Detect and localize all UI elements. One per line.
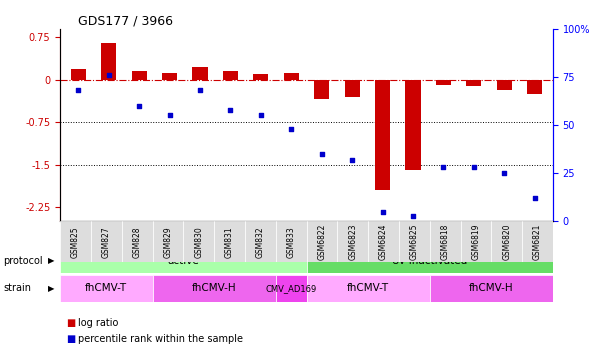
Bar: [406, 80, 421, 170]
Bar: [253, 74, 269, 80]
Point: [165, 112, 174, 118]
Point: [439, 165, 448, 170]
Bar: [192, 67, 207, 80]
Point: [530, 195, 540, 201]
Bar: [162, 73, 177, 80]
Text: log ratio: log ratio: [78, 318, 118, 328]
Point: [378, 209, 388, 215]
FancyBboxPatch shape: [368, 221, 399, 262]
FancyBboxPatch shape: [307, 275, 430, 302]
Bar: [375, 80, 390, 190]
Bar: [101, 43, 117, 80]
Text: GSM6818: GSM6818: [441, 224, 450, 260]
FancyBboxPatch shape: [183, 221, 214, 262]
FancyBboxPatch shape: [245, 221, 276, 262]
Text: ■: ■: [66, 334, 75, 344]
Bar: [466, 80, 481, 86]
Text: UV-inactivated: UV-inactivated: [392, 256, 468, 266]
Text: GSM832: GSM832: [256, 226, 265, 258]
Text: percentile rank within the sample: percentile rank within the sample: [78, 334, 243, 344]
Text: fhCMV-T: fhCMV-T: [85, 283, 127, 293]
FancyBboxPatch shape: [122, 221, 153, 262]
Text: GSM828: GSM828: [133, 226, 142, 258]
Point: [317, 151, 326, 157]
FancyBboxPatch shape: [60, 275, 153, 302]
FancyBboxPatch shape: [430, 275, 553, 302]
Bar: [496, 80, 512, 90]
Point: [135, 103, 144, 109]
FancyBboxPatch shape: [430, 221, 460, 262]
Text: fhCMV-H: fhCMV-H: [469, 283, 514, 293]
FancyBboxPatch shape: [399, 221, 430, 262]
Bar: [527, 80, 542, 94]
Point: [408, 213, 418, 218]
Bar: [71, 69, 86, 80]
FancyBboxPatch shape: [60, 248, 307, 273]
Text: GSM831: GSM831: [225, 226, 234, 258]
Text: active: active: [168, 256, 199, 266]
FancyBboxPatch shape: [91, 221, 122, 262]
Text: GSM829: GSM829: [163, 226, 172, 258]
Point: [195, 87, 205, 93]
Text: GSM6824: GSM6824: [379, 223, 388, 260]
Point: [499, 170, 509, 176]
Point: [287, 126, 296, 132]
Text: GSM6823: GSM6823: [348, 223, 357, 260]
Text: ▶: ▶: [47, 284, 54, 293]
FancyBboxPatch shape: [60, 221, 91, 262]
Text: CMV_AD169: CMV_AD169: [266, 284, 317, 293]
FancyBboxPatch shape: [460, 221, 492, 262]
Bar: [132, 71, 147, 80]
Text: fhCMV-T: fhCMV-T: [347, 283, 389, 293]
FancyBboxPatch shape: [522, 221, 553, 262]
FancyBboxPatch shape: [214, 221, 245, 262]
Bar: [436, 80, 451, 85]
Point: [104, 72, 114, 78]
Text: GSM830: GSM830: [194, 226, 203, 258]
FancyBboxPatch shape: [337, 221, 368, 262]
Text: fhCMV-H: fhCMV-H: [192, 283, 236, 293]
Text: GSM6820: GSM6820: [502, 223, 511, 260]
Text: GSM827: GSM827: [102, 226, 111, 258]
Text: GSM825: GSM825: [71, 226, 80, 258]
Point: [73, 87, 83, 93]
Text: GSM6821: GSM6821: [533, 224, 542, 260]
Text: GSM6825: GSM6825: [410, 223, 419, 260]
Bar: [314, 80, 329, 100]
Text: protocol: protocol: [3, 256, 43, 266]
Text: GSM6822: GSM6822: [317, 224, 326, 260]
Point: [469, 165, 478, 170]
FancyBboxPatch shape: [153, 221, 183, 262]
FancyBboxPatch shape: [307, 221, 337, 262]
Bar: [284, 73, 299, 80]
Text: GDS177 / 3966: GDS177 / 3966: [78, 14, 173, 27]
Text: GSM833: GSM833: [287, 226, 296, 258]
FancyBboxPatch shape: [492, 221, 522, 262]
Bar: [344, 80, 360, 97]
Text: strain: strain: [3, 283, 31, 293]
Text: ■: ■: [66, 318, 75, 328]
FancyBboxPatch shape: [276, 275, 307, 302]
Text: GSM6819: GSM6819: [471, 223, 480, 260]
Text: ▶: ▶: [47, 256, 54, 265]
FancyBboxPatch shape: [276, 221, 307, 262]
Bar: [223, 71, 238, 80]
Point: [225, 107, 235, 112]
FancyBboxPatch shape: [307, 248, 553, 273]
Point: [347, 157, 357, 162]
FancyBboxPatch shape: [153, 275, 276, 302]
Point: [256, 112, 266, 118]
